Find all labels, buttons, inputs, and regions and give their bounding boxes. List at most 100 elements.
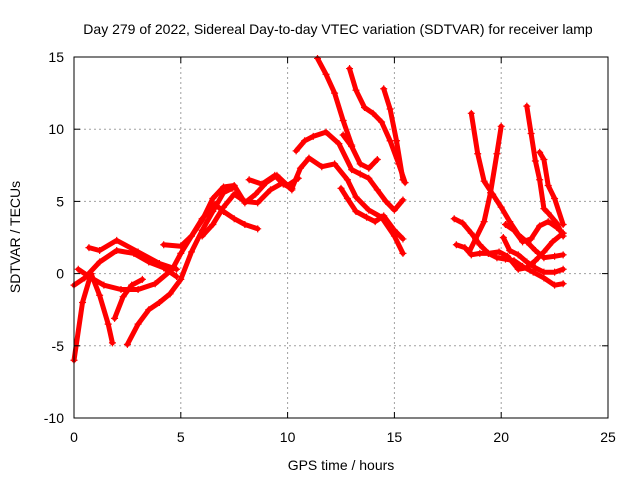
series-track-h xyxy=(198,179,296,240)
data-point-marker xyxy=(472,235,480,243)
data-point-marker xyxy=(382,197,390,205)
data-point-marker xyxy=(318,163,326,171)
data-point-marker xyxy=(356,160,364,168)
plot-area xyxy=(70,54,567,364)
data-point-marker xyxy=(352,86,360,94)
data-point-marker xyxy=(209,195,217,203)
data-point-marker xyxy=(241,197,249,205)
data-point-marker xyxy=(360,104,368,112)
data-point-marker xyxy=(346,65,354,73)
data-point-marker xyxy=(476,249,484,257)
data-point-marker xyxy=(151,280,159,288)
data-point-marker xyxy=(322,128,330,136)
data-point-marker xyxy=(309,132,317,140)
series-track-d xyxy=(85,236,181,273)
data-point-marker xyxy=(258,180,266,188)
series-track-k xyxy=(314,54,356,149)
series-trace xyxy=(293,129,406,213)
data-point-marker xyxy=(493,254,501,262)
plot-frame xyxy=(73,56,609,419)
data-point-marker xyxy=(499,234,507,241)
x-tick-label: 15 xyxy=(387,429,403,445)
data-point-marker xyxy=(393,137,401,145)
series-track-f xyxy=(123,184,236,348)
data-point-marker xyxy=(495,248,503,256)
data-point-marker xyxy=(480,177,488,185)
data-point-marker xyxy=(501,221,509,229)
axis-ticks: 0 5 10 15 20 25 -10 -5 0 5 10 15 xyxy=(44,49,616,445)
data-point-marker xyxy=(348,143,356,151)
data-point-marker xyxy=(96,258,104,266)
data-point-marker xyxy=(551,195,559,203)
data-point-marker xyxy=(386,137,394,145)
data-point-marker xyxy=(177,242,185,250)
data-point-marker xyxy=(399,176,407,184)
series-track-m xyxy=(339,131,381,172)
x-tick-label: 0 xyxy=(70,429,78,445)
data-point-marker xyxy=(155,298,163,306)
data-point-marker xyxy=(523,102,531,110)
data-point-marker xyxy=(480,218,488,226)
data-point-marker xyxy=(474,150,482,158)
data-point-marker xyxy=(514,251,522,259)
data-point-marker xyxy=(314,54,322,62)
data-point-marker xyxy=(559,221,567,229)
data-point-marker xyxy=(128,281,136,289)
data-point-marker xyxy=(331,160,339,168)
series-trace xyxy=(71,271,115,363)
data-point-marker xyxy=(254,225,262,233)
data-point-marker xyxy=(343,195,351,203)
series-track-w xyxy=(536,148,567,229)
data-point-marker xyxy=(467,229,475,237)
data-point-marker xyxy=(111,314,119,322)
data-point-marker xyxy=(386,105,394,113)
data-point-marker xyxy=(519,238,527,246)
data-point-marker xyxy=(540,156,548,164)
data-point-marker xyxy=(559,280,567,288)
data-point-marker xyxy=(529,268,537,276)
x-tick-label: 20 xyxy=(493,429,509,445)
y-tick-label: 0 xyxy=(56,266,64,282)
data-point-marker xyxy=(378,118,386,126)
data-point-marker xyxy=(497,203,505,211)
data-point-marker xyxy=(79,298,87,306)
data-point-marker xyxy=(390,226,398,234)
data-point-marker xyxy=(173,272,181,280)
data-point-marker xyxy=(123,340,131,348)
grid xyxy=(74,57,608,418)
data-point-marker xyxy=(559,232,567,240)
data-point-marker xyxy=(531,157,539,165)
data-point-marker xyxy=(155,259,163,267)
data-point-marker xyxy=(245,176,253,184)
data-point-marker xyxy=(343,176,351,184)
data-point-marker xyxy=(187,232,195,240)
data-point-marker xyxy=(117,285,125,293)
data-point-marker xyxy=(100,281,108,289)
data-point-marker xyxy=(399,235,407,243)
data-point-marker xyxy=(523,258,531,266)
data-point-marker xyxy=(230,182,238,190)
data-point-marker xyxy=(348,166,356,174)
data-point-marker xyxy=(301,137,309,145)
data-point-marker xyxy=(506,218,514,226)
data-point-marker xyxy=(450,215,458,223)
data-point-marker xyxy=(356,170,364,178)
data-point-marker xyxy=(85,272,93,280)
data-point-marker xyxy=(373,156,381,164)
x-tick-label: 10 xyxy=(280,429,296,445)
data-point-marker xyxy=(339,117,347,125)
data-point-marker xyxy=(187,248,195,256)
series-trace xyxy=(338,185,406,242)
data-point-marker xyxy=(493,150,501,158)
data-point-marker xyxy=(390,206,398,214)
data-point-marker xyxy=(279,180,287,188)
y-tick-label: 15 xyxy=(48,49,64,65)
series-track-t xyxy=(499,234,567,276)
data-point-marker xyxy=(365,206,373,214)
data-point-marker xyxy=(335,140,343,148)
data-point-marker xyxy=(96,246,104,254)
series-track-j xyxy=(292,128,407,214)
y-tick-label: -5 xyxy=(52,338,65,354)
data-point-marker xyxy=(220,203,228,211)
data-point-marker xyxy=(108,339,116,347)
